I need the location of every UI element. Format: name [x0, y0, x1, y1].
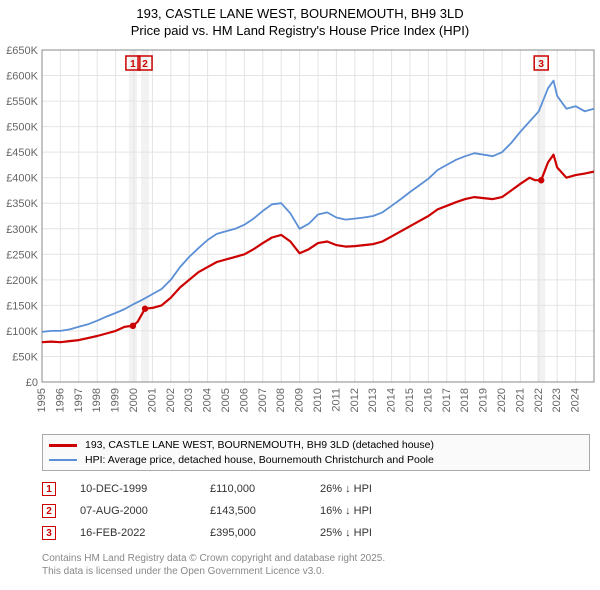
svg-text:2008: 2008 [275, 388, 287, 412]
legend-swatch [49, 459, 77, 462]
svg-text:£600K: £600K [6, 71, 38, 83]
footer-line2: This data is licensed under the Open Gov… [42, 565, 385, 578]
legend-item: 193, CASTLE LANE WEST, BOURNEMOUTH, BH9 … [49, 438, 583, 453]
svg-text:£0: £0 [26, 377, 38, 389]
legend: 193, CASTLE LANE WEST, BOURNEMOUTH, BH9 … [42, 434, 590, 471]
svg-text:2006: 2006 [238, 388, 250, 412]
svg-text:£100K: £100K [6, 326, 38, 338]
svg-text:2010: 2010 [312, 388, 324, 412]
svg-text:£300K: £300K [6, 224, 38, 236]
legend-swatch [49, 444, 77, 447]
svg-text:£350K: £350K [6, 198, 38, 210]
svg-text:2015: 2015 [404, 388, 416, 412]
svg-text:£650K: £650K [6, 45, 38, 57]
transactions-table: 1 10-DEC-1999 £110,000 26% ↓ HPI 2 07-AU… [42, 478, 440, 544]
svg-text:2012: 2012 [349, 388, 361, 412]
marker-icon: 1 [42, 482, 56, 496]
title-line1: 193, CASTLE LANE WEST, BOURNEMOUTH, BH9 … [0, 6, 600, 23]
marker-icon: 2 [42, 504, 56, 518]
svg-text:£550K: £550K [6, 96, 38, 108]
svg-text:2021: 2021 [514, 388, 526, 412]
svg-text:3: 3 [538, 59, 544, 70]
svg-text:2013: 2013 [367, 388, 379, 412]
svg-text:2007: 2007 [257, 388, 269, 412]
svg-text:2022: 2022 [533, 388, 545, 412]
svg-text:1999: 1999 [110, 388, 122, 412]
title-line2: Price paid vs. HM Land Registry's House … [0, 23, 600, 40]
chart-title: 193, CASTLE LANE WEST, BOURNEMOUTH, BH9 … [0, 0, 600, 40]
transaction-delta: 25% ↓ HPI [320, 527, 440, 539]
transaction-price: £395,000 [210, 527, 320, 539]
footer-line1: Contains HM Land Registry data © Crown c… [42, 552, 385, 565]
svg-text:2005: 2005 [220, 388, 232, 412]
svg-text:£400K: £400K [6, 173, 38, 185]
svg-text:2003: 2003 [183, 388, 195, 412]
svg-text:1995: 1995 [36, 388, 48, 412]
svg-text:2018: 2018 [459, 388, 471, 412]
chart-plot: £0 £50K £100K £150K £200K £250K £300K £350K £400… [0, 44, 600, 432]
marker-icon: 3 [42, 526, 56, 540]
svg-text:2: 2 [142, 59, 148, 70]
svg-text:2023: 2023 [551, 388, 563, 412]
svg-text:2000: 2000 [128, 388, 140, 412]
svg-text:£500K: £500K [6, 122, 38, 134]
svg-text:1998: 1998 [91, 388, 103, 412]
table-row: 3 16-FEB-2022 £395,000 25% ↓ HPI [42, 522, 440, 544]
svg-text:£50K: £50K [12, 351, 38, 363]
svg-text:2002: 2002 [165, 388, 177, 412]
svg-text:2014: 2014 [386, 388, 398, 412]
svg-text:2017: 2017 [441, 388, 453, 412]
footer-attribution: Contains HM Land Registry data © Crown c… [42, 552, 385, 578]
table-row: 1 10-DEC-1999 £110,000 26% ↓ HPI [42, 478, 440, 500]
transaction-date: 10-DEC-1999 [80, 483, 210, 495]
transaction-price: £110,000 [210, 483, 320, 495]
svg-text:2009: 2009 [294, 388, 306, 412]
legend-label: 193, CASTLE LANE WEST, BOURNEMOUTH, BH9 … [85, 438, 434, 453]
table-row: 2 07-AUG-2000 £143,500 16% ↓ HPI [42, 500, 440, 522]
svg-text:1996: 1996 [54, 388, 66, 412]
svg-text:2001: 2001 [146, 388, 158, 412]
svg-text:1997: 1997 [73, 388, 85, 412]
svg-text:2024: 2024 [570, 388, 582, 412]
transaction-date: 16-FEB-2022 [80, 527, 210, 539]
svg-text:2020: 2020 [496, 388, 508, 412]
chart-container: 193, CASTLE LANE WEST, BOURNEMOUTH, BH9 … [0, 0, 600, 590]
svg-text:1: 1 [130, 59, 136, 70]
svg-text:2016: 2016 [422, 388, 434, 412]
legend-label: HPI: Average price, detached house, Bour… [85, 453, 434, 468]
transaction-date: 07-AUG-2000 [80, 505, 210, 517]
svg-text:2004: 2004 [202, 388, 214, 412]
svg-text:2011: 2011 [330, 388, 342, 412]
transaction-delta: 16% ↓ HPI [320, 505, 440, 517]
svg-text:£250K: £250K [6, 249, 38, 261]
transaction-price: £143,500 [210, 505, 320, 517]
transaction-delta: 26% ↓ HPI [320, 483, 440, 495]
svg-text:£450K: £450K [6, 147, 38, 159]
svg-text:£200K: £200K [6, 275, 38, 287]
svg-text:2019: 2019 [478, 388, 490, 412]
svg-text:£150K: £150K [6, 300, 38, 312]
legend-item: HPI: Average price, detached house, Bour… [49, 453, 583, 468]
